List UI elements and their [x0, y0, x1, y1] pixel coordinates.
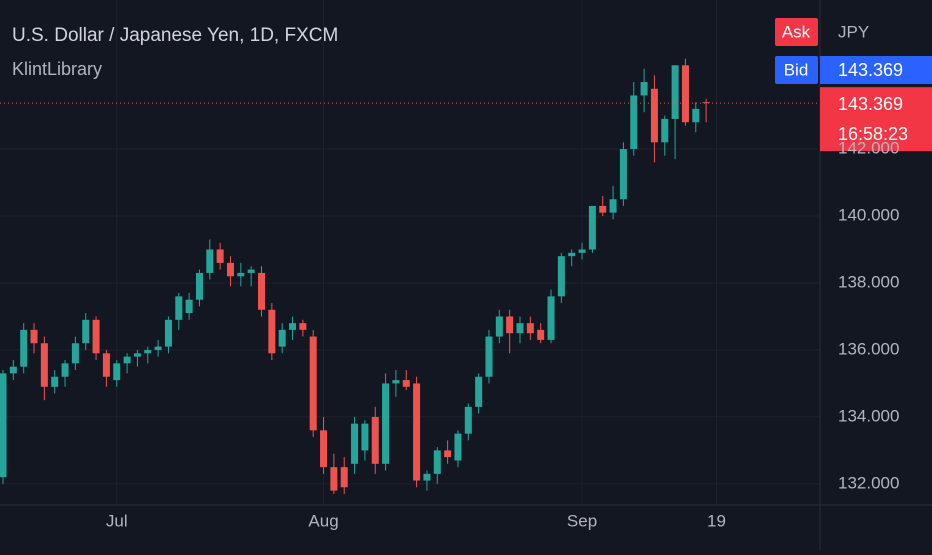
candle-body — [702, 102, 710, 104]
candle-body — [475, 376, 483, 407]
candle-body — [382, 383, 390, 464]
candle-body — [526, 323, 534, 334]
candle-body — [71, 343, 79, 364]
candle-body — [144, 349, 152, 354]
candle-body — [444, 450, 452, 458]
candle-body — [175, 296, 183, 320]
x-tick-label: Jul — [106, 511, 128, 530]
candle-body — [113, 363, 121, 381]
candle-body — [371, 416, 379, 464]
y-tick-label: 140.000 — [838, 205, 899, 224]
candle-body — [485, 336, 493, 377]
candle-body — [247, 269, 255, 273]
candle-body — [599, 205, 607, 213]
candle-body — [402, 380, 410, 387]
candle-body — [547, 296, 555, 340]
countdown: 16:58:23 — [838, 124, 908, 144]
candle-body — [692, 108, 700, 123]
y-tick-label: 138.000 — [838, 272, 899, 291]
candle-body — [51, 376, 59, 387]
candle-body — [433, 450, 441, 474]
candle-body — [588, 205, 596, 250]
overlay: 143.369 16:58:23 — [0, 87, 932, 152]
candle-body — [102, 353, 110, 377]
candle-body — [289, 323, 297, 330]
x-tick-label: Sep — [567, 511, 597, 530]
ask-badge[interactable] — [775, 18, 818, 46]
y-tick-label: 134.000 — [838, 406, 899, 425]
candle-body — [185, 299, 193, 314]
candle-body — [351, 423, 359, 464]
candle-body — [330, 467, 338, 491]
candle-body — [154, 346, 162, 350]
candle-body — [30, 329, 38, 344]
candle-body — [0, 373, 7, 478]
candle-body — [340, 467, 348, 488]
candle-body — [9, 366, 17, 374]
y-tick-label: 136.000 — [838, 339, 899, 358]
candle-body — [361, 423, 369, 451]
candle-body — [568, 252, 576, 257]
candle-body — [661, 118, 669, 143]
candle-body — [195, 272, 203, 300]
candle-body — [309, 336, 317, 431]
currency: JPY — [838, 22, 869, 41]
price-box — [820, 87, 932, 152]
candle-body — [413, 383, 421, 481]
candle-body — [40, 343, 48, 387]
candle-body — [237, 272, 245, 277]
bid-badge[interactable] — [775, 56, 818, 84]
candle-body — [640, 82, 648, 96]
candle-body — [299, 323, 307, 330]
candle-body — [123, 356, 131, 364]
candle-body — [464, 406, 472, 434]
candle-body — [650, 88, 658, 143]
candle-body — [216, 249, 224, 263]
candles — [0, 58, 710, 494]
candle-body — [392, 380, 400, 384]
candle-body — [206, 249, 214, 273]
candle-body — [164, 319, 172, 347]
candle-body — [537, 329, 545, 340]
candle-body — [681, 65, 689, 123]
candle-body — [133, 353, 141, 357]
x-tick-label: 19 — [707, 511, 726, 530]
last-price: 143.369 — [838, 94, 903, 114]
candle-body — [278, 329, 286, 347]
candle-body — [226, 262, 234, 277]
candle-body — [630, 95, 638, 150]
candle-body — [454, 433, 462, 461]
candle-body — [82, 319, 90, 344]
x-tick-label: Aug — [308, 511, 338, 530]
chart-title: U.S. Dollar / Japanese Yen, 1D, FXCM — [12, 25, 338, 46]
candle-body — [619, 149, 627, 200]
candle-body — [495, 316, 503, 337]
bid-price: 143.369 — [838, 60, 903, 80]
candle-body — [516, 323, 524, 334]
candle-body — [61, 363, 69, 377]
y-tick-label: 132.000 — [838, 473, 899, 492]
candle-body — [320, 430, 328, 468]
candle-body — [268, 309, 276, 354]
candle-body — [258, 272, 265, 310]
candle-body — [92, 319, 100, 354]
candle-body — [671, 65, 679, 119]
indicator-name: KlintLibrary — [12, 59, 102, 79]
candle-body — [578, 249, 586, 253]
bid-price-box — [820, 56, 932, 84]
candle-body — [506, 316, 514, 334]
bid-label: Bid — [784, 60, 809, 79]
ask-label: Ask — [782, 22, 811, 41]
y-tick-label: 142.000 — [838, 139, 899, 158]
candle-body — [609, 199, 617, 213]
candle-body — [557, 256, 565, 297]
candle-body — [20, 329, 28, 367]
candle-body — [423, 473, 431, 481]
